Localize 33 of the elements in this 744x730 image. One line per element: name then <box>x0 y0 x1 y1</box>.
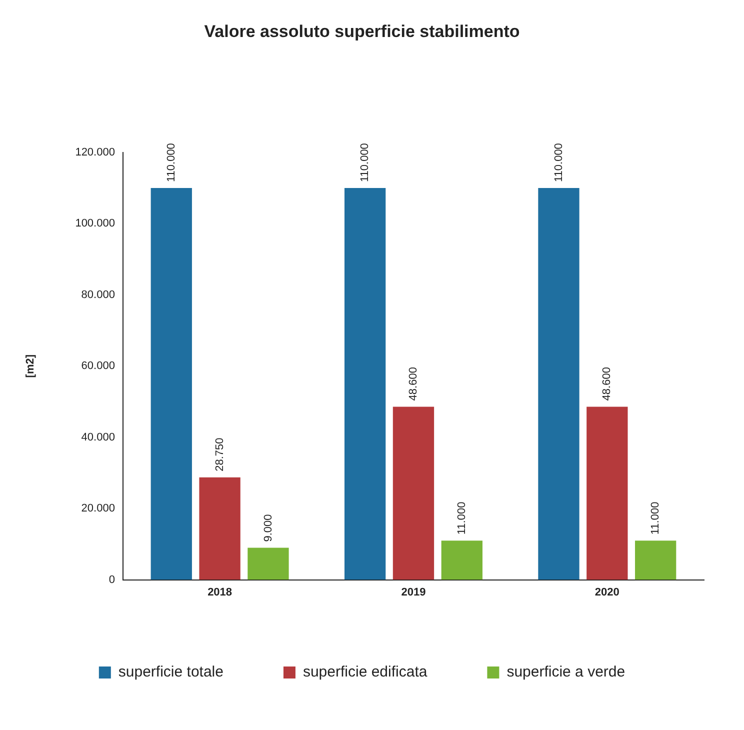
data-label: 110.000 <box>552 143 565 182</box>
x-tick-label: 2019 <box>401 586 426 598</box>
data-label: 11.000 <box>650 502 662 535</box>
legend-label: superficie edificata <box>302 664 428 681</box>
y-tick-label: 40.000 <box>81 431 115 444</box>
y-tick-label: 20.000 <box>81 502 115 515</box>
bar <box>392 406 434 580</box>
x-tick-label: 2020 <box>594 586 620 598</box>
x-tick-label: 2018 <box>208 586 232 598</box>
y-tick-label: 80.000 <box>81 288 115 301</box>
bar <box>635 540 676 580</box>
legend-label: superficie a verde <box>506 664 626 681</box>
bar <box>248 548 289 580</box>
y-tick-label: 120.000 <box>75 146 115 158</box>
bar <box>344 188 386 580</box>
legend-label: superficie totale <box>118 664 224 681</box>
data-label: 11.000 <box>456 502 468 535</box>
bar <box>441 540 482 580</box>
bar <box>586 406 628 580</box>
data-label: 48.600 <box>601 367 614 401</box>
bar <box>199 477 240 580</box>
data-label: 9.000 <box>262 514 274 542</box>
y-axis-title: [m2] <box>24 354 37 378</box>
data-label: 28.750 <box>214 438 226 472</box>
y-tick-label: 60.000 <box>81 360 115 372</box>
y-tick-label: 0 <box>108 574 115 586</box>
bar <box>150 188 192 580</box>
y-tick-label: 100.000 <box>75 218 115 230</box>
data-label: 110.000 <box>165 143 178 182</box>
bar <box>538 188 580 580</box>
chart-title: Valore assoluto superficie stabilimento <box>204 22 520 41</box>
data-label: 48.600 <box>408 367 420 401</box>
data-label: 110.000 <box>359 143 372 182</box>
